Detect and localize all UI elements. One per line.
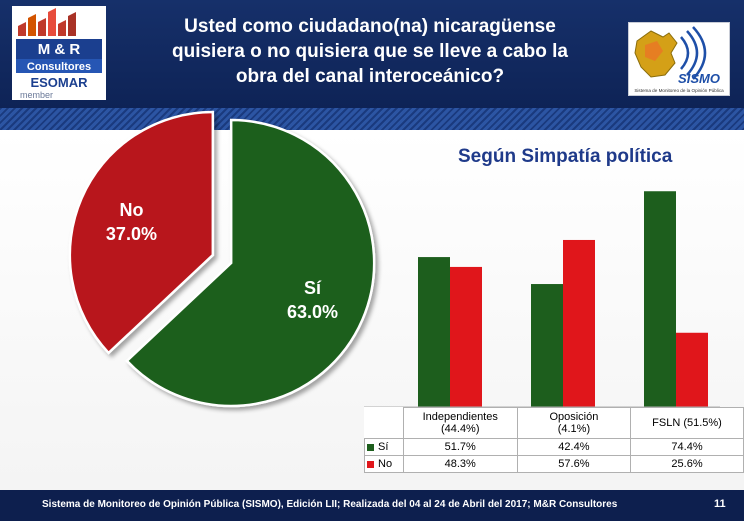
- sismo-logo: SISMO Sistema de Monitoreo de la Opinión…: [628, 22, 730, 96]
- legend-swatch-no: [367, 460, 374, 468]
- pie-slice-no: [68, 110, 215, 355]
- bar-si-3: [644, 191, 676, 407]
- logo-text-mr: M & R: [38, 41, 81, 58]
- mr-logo-graphic: M & R Consultores ESOMAR member: [16, 8, 102, 100]
- page-number: 11: [714, 498, 726, 510]
- pie-slice-si: [125, 118, 376, 408]
- table-cell: 48.3%: [402, 455, 518, 473]
- table-row-no: No 48.3% 57.6% 25.6%: [364, 455, 744, 473]
- table-header-row: Independientes (44.4%) Oposición (4.1%) …: [364, 407, 744, 439]
- logo-text-consultores: Consultores: [27, 61, 91, 73]
- header-text: Independientes: [422, 411, 498, 423]
- table-row-si: Sí 51.7% 42.4% 74.4%: [364, 438, 744, 456]
- table-cell: 25.6%: [630, 455, 744, 473]
- table-cell: 42.4%: [516, 438, 632, 456]
- table-cell: 74.4%: [630, 438, 744, 456]
- table-header-fsln: FSLN (51.5%): [630, 407, 744, 439]
- logo-text-esomar: ESOMAR: [30, 75, 88, 90]
- sismo-logo-graphic: SISMO Sistema de Monitoreo de la Opinión…: [634, 26, 724, 93]
- pie-chart: Sí 63.0% No 37.0%: [68, 110, 376, 408]
- logo-text-member: member: [20, 90, 53, 100]
- legend-key-si: Sí: [364, 438, 404, 456]
- bar-no-3: [676, 332, 708, 407]
- header-text: FSLN (51.5%): [652, 417, 722, 429]
- bar-chart: [364, 191, 720, 408]
- bar-si-1: [418, 257, 450, 407]
- legend-label-si: Sí: [378, 441, 389, 453]
- table-header-oposicion: Oposición (4.1%): [516, 407, 632, 439]
- title-line-2: quisiera o no quisiera que se lleve a ca…: [172, 41, 568, 62]
- bar-no-1: [450, 266, 482, 407]
- header-text: (4.1%): [557, 423, 591, 435]
- header-text: (44.4%): [440, 423, 480, 435]
- header-text: Oposición: [549, 411, 599, 423]
- pie-label-si: Sí: [304, 278, 322, 298]
- page-title: Usted como ciudadano(na) nicaragüense qu…: [120, 14, 620, 89]
- pie-value-si: 63.0%: [287, 302, 338, 322]
- bar-chart-title: Según Simpatía política: [458, 146, 673, 167]
- table-header-independientes: Independientes (44.4%): [402, 407, 518, 439]
- table-cell: 57.6%: [516, 455, 632, 473]
- mr-consultores-logo: M & R Consultores ESOMAR member: [12, 6, 106, 100]
- sismo-logo-caption: Sistema de Monitoreo de la Opinión Públi…: [634, 88, 724, 93]
- bar-si-2: [531, 284, 563, 407]
- footer-bar: Sistema de Monitoreo de Opinión Pública …: [0, 490, 744, 521]
- table-cell: 51.7%: [402, 438, 518, 456]
- data-table: Independientes (44.4%) Oposición (4.1%) …: [364, 407, 744, 473]
- header-bar: M & R Consultores ESOMAR member Usted co…: [0, 0, 744, 108]
- footer-source: Sistema de Monitoreo de Opinión Pública …: [42, 499, 618, 510]
- legend-label-no: No: [378, 458, 393, 470]
- sismo-logo-text: SISMO: [678, 71, 720, 86]
- table-corner: [364, 407, 404, 439]
- bar-no-2: [563, 239, 595, 407]
- pie-value-no: 37.0%: [106, 224, 157, 244]
- title-line-3: obra del canal interoceánico?: [235, 66, 505, 87]
- title-line-1: Usted como ciudadano(na) nicaragüense: [184, 16, 556, 37]
- pie-label-no: No: [119, 200, 143, 220]
- legend-key-no: No: [364, 455, 404, 473]
- legend-swatch-si: [367, 443, 374, 451]
